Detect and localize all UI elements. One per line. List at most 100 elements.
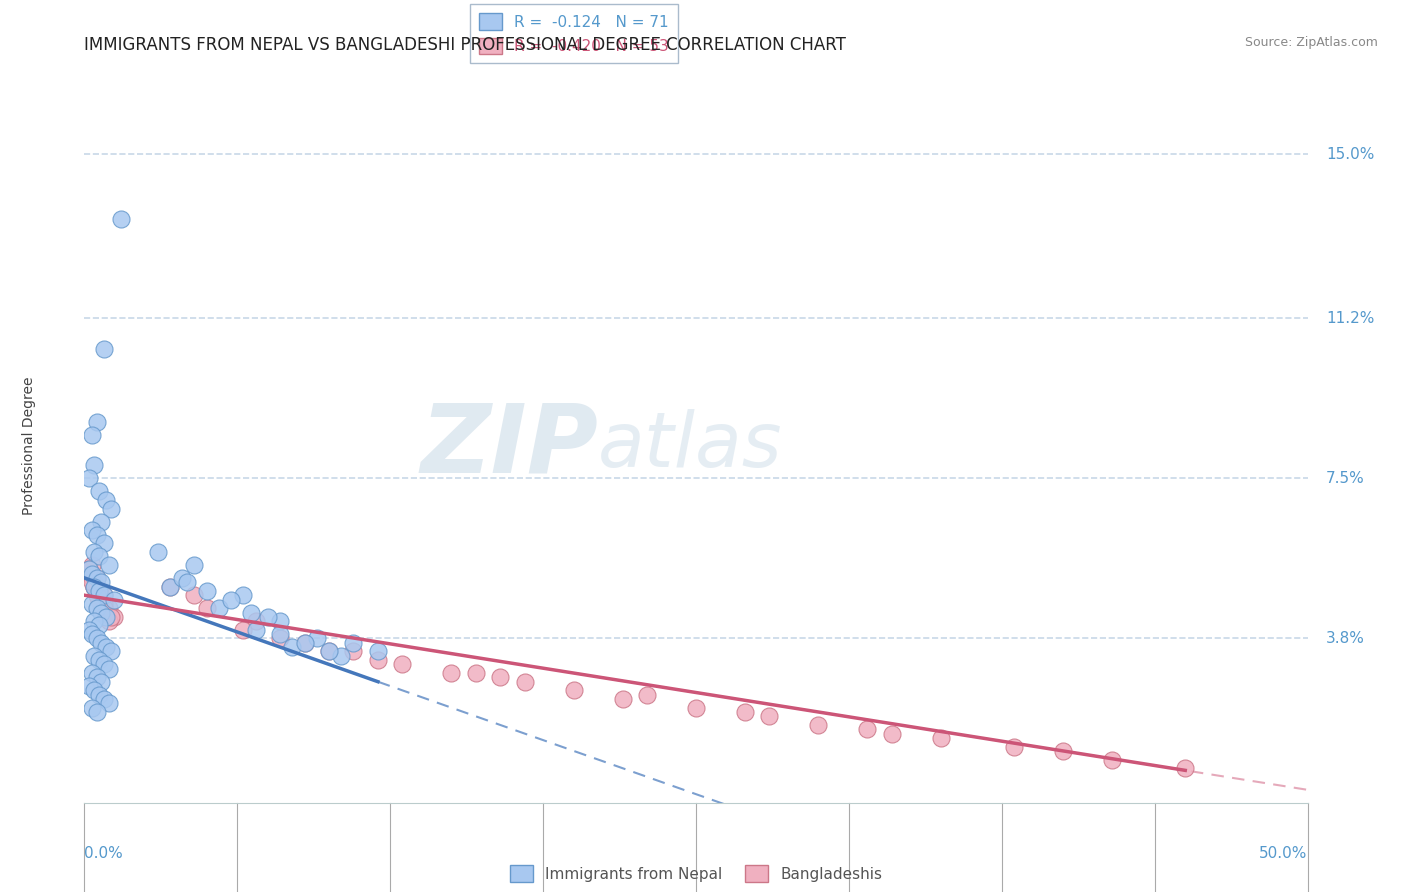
Point — [86, 632, 108, 646]
Point — [367, 653, 389, 667]
Point — [90, 597, 112, 611]
Point — [330, 648, 353, 663]
Point — [80, 571, 103, 585]
Point — [183, 558, 205, 572]
Point — [318, 644, 340, 658]
Point — [87, 583, 110, 598]
Point — [93, 601, 115, 615]
Point — [239, 606, 262, 620]
Text: 7.5%: 7.5% — [1326, 471, 1365, 486]
Point — [294, 636, 316, 650]
Point — [103, 592, 125, 607]
Point — [734, 705, 756, 719]
Point — [87, 592, 110, 607]
Point — [90, 515, 112, 529]
Point — [245, 614, 267, 628]
Point — [86, 601, 108, 615]
Point — [176, 575, 198, 590]
Point — [86, 588, 108, 602]
Point — [1052, 744, 1074, 758]
Point — [305, 632, 328, 646]
Point — [86, 415, 108, 429]
Text: atlas: atlas — [598, 409, 783, 483]
Text: Professional Degree: Professional Degree — [22, 376, 37, 516]
Point — [77, 562, 100, 576]
Point — [96, 640, 118, 654]
Point — [83, 648, 105, 663]
Point — [93, 597, 115, 611]
Point — [80, 558, 103, 572]
Text: ZIP: ZIP — [420, 400, 598, 492]
Point — [342, 644, 364, 658]
Point — [100, 501, 122, 516]
Point — [100, 610, 122, 624]
Point — [87, 583, 110, 598]
Text: Source: ZipAtlas.com: Source: ZipAtlas.com — [1244, 36, 1378, 49]
Point — [93, 692, 115, 706]
Point — [880, 726, 903, 740]
Point — [90, 674, 112, 689]
Point — [96, 610, 118, 624]
Point — [1101, 753, 1123, 767]
Point — [219, 592, 242, 607]
Point — [80, 666, 103, 681]
Point — [103, 610, 125, 624]
Point — [86, 705, 108, 719]
Point — [86, 527, 108, 541]
Point — [391, 657, 413, 672]
Point — [93, 657, 115, 672]
Text: 3.8%: 3.8% — [1326, 631, 1365, 646]
Point — [80, 700, 103, 714]
Point — [929, 731, 952, 745]
Point — [83, 614, 105, 628]
Point — [87, 484, 110, 499]
Point — [257, 610, 280, 624]
Point — [232, 623, 254, 637]
Legend: Immigrants from Nepal, Bangladeshis: Immigrants from Nepal, Bangladeshis — [503, 859, 889, 888]
Point — [90, 601, 112, 615]
Point — [77, 562, 100, 576]
Point — [97, 696, 120, 710]
Point — [90, 636, 112, 650]
Point — [83, 458, 105, 473]
Point — [77, 566, 100, 581]
Point — [80, 566, 103, 581]
Point — [93, 342, 115, 356]
Point — [86, 588, 108, 602]
Point — [464, 666, 486, 681]
Point — [77, 623, 100, 637]
Point — [195, 583, 218, 598]
Point — [87, 549, 110, 564]
Point — [856, 723, 879, 737]
Point — [159, 580, 181, 594]
Point — [83, 683, 105, 698]
Point — [269, 627, 291, 641]
Point — [489, 670, 512, 684]
Point — [90, 575, 112, 590]
Point — [100, 644, 122, 658]
Point — [146, 545, 169, 559]
Point — [562, 683, 585, 698]
Point — [281, 640, 304, 654]
Point — [294, 636, 316, 650]
Point — [1174, 761, 1197, 775]
Point — [86, 670, 108, 684]
Point — [83, 580, 105, 594]
Point — [97, 601, 120, 615]
Point — [183, 588, 205, 602]
Point — [172, 571, 194, 585]
Point — [318, 644, 340, 658]
Text: IMMIGRANTS FROM NEPAL VS BANGLADESHI PROFESSIONAL DEGREE CORRELATION CHART: IMMIGRANTS FROM NEPAL VS BANGLADESHI PRO… — [84, 36, 846, 54]
Point — [83, 575, 105, 590]
Point — [87, 688, 110, 702]
Point — [513, 674, 536, 689]
Text: 15.0%: 15.0% — [1326, 146, 1374, 161]
Point — [97, 558, 120, 572]
Point — [77, 679, 100, 693]
Point — [758, 709, 780, 723]
Point — [636, 688, 658, 702]
Point — [97, 662, 120, 676]
Point — [685, 700, 707, 714]
Point — [83, 580, 105, 594]
Text: 0.0%: 0.0% — [84, 846, 124, 861]
